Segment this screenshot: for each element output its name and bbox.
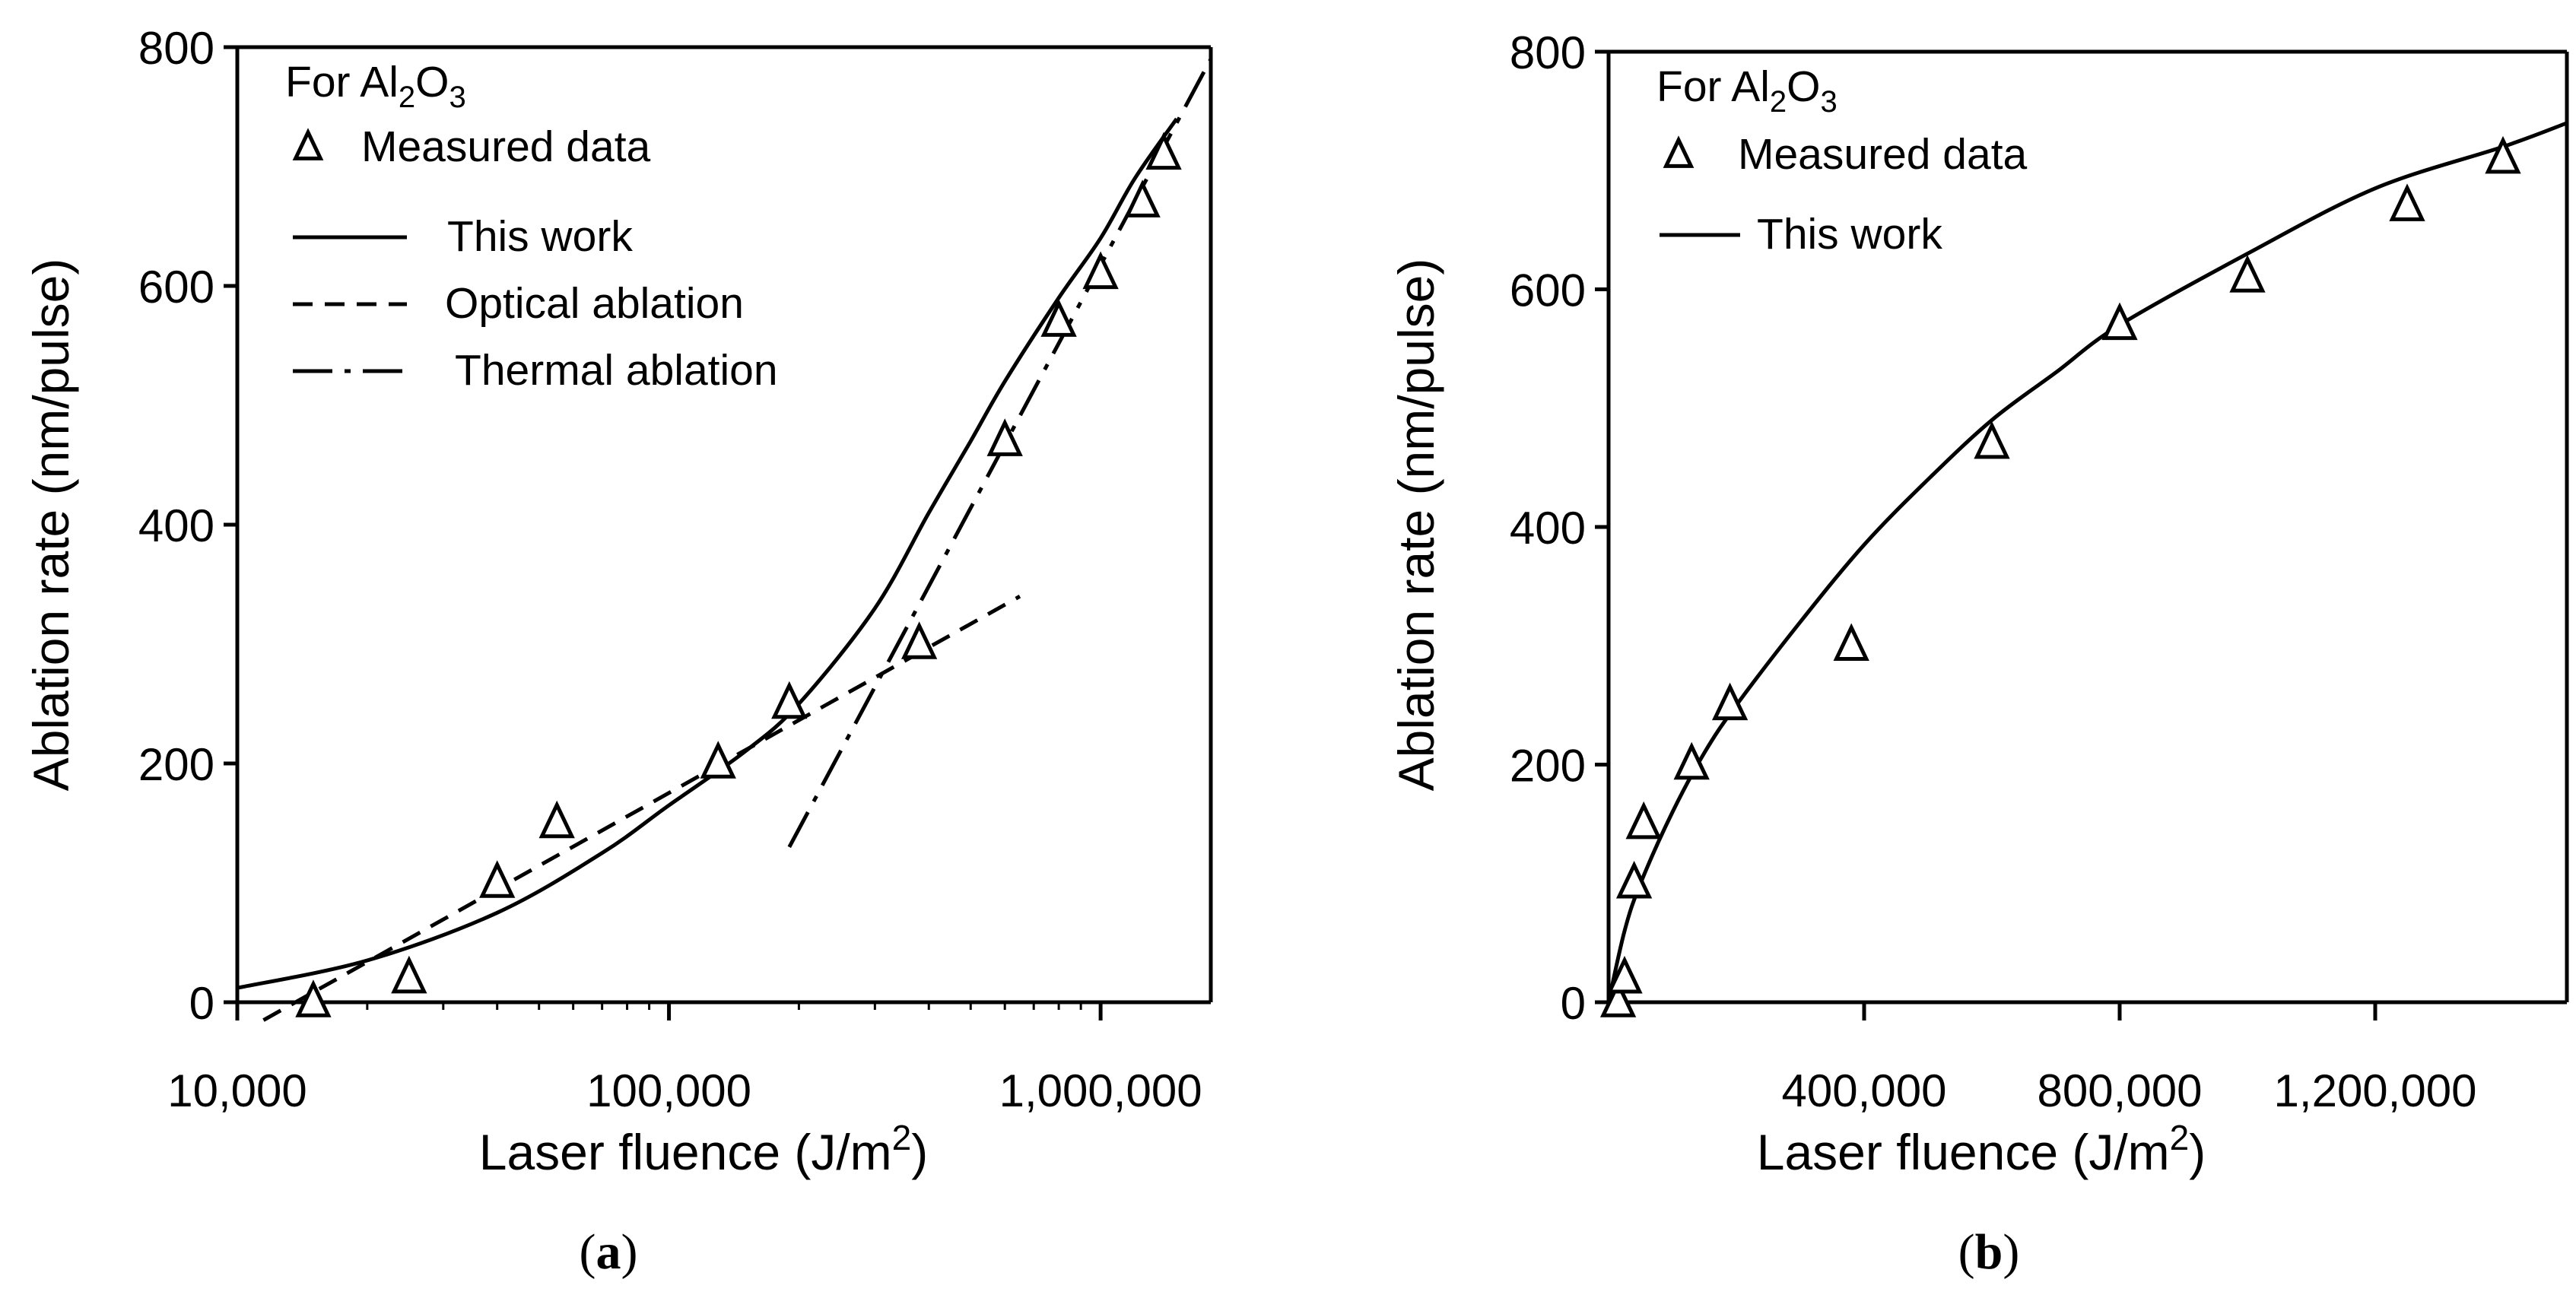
this-work-curve	[237, 117, 1179, 990]
measured-point	[1606, 955, 1643, 994]
measured-point	[2229, 255, 2266, 293]
measured-point	[1599, 979, 1637, 1017]
x-tick-label: 100,000	[586, 1065, 751, 1116]
y-axis-label: Ablation rate (nm/pulse)	[23, 259, 79, 792]
measured-point	[2485, 135, 2521, 174]
legend: For Al2O3 Measured data This work	[1656, 62, 2028, 259]
legend-label: This work	[447, 212, 633, 261]
y-tick-label: 400	[1510, 503, 1586, 554]
y-tick-label: 600	[1510, 265, 1586, 316]
legend-label: Thermal ablation	[455, 346, 778, 395]
measured-point	[1615, 860, 1653, 899]
legend-title: For Al2O3	[1656, 62, 1838, 119]
measured-point	[538, 800, 575, 839]
measured-point	[900, 621, 938, 659]
measured-point	[1673, 741, 1710, 780]
plot-area	[237, 117, 1179, 990]
legend-title: For Al2O3	[285, 58, 466, 114]
measured-point	[986, 418, 1023, 456]
optical-ablation-line	[262, 595, 1021, 1022]
y-tick-label: 600	[138, 262, 214, 313]
x-axis-label: Laser fluence (J/m2)	[479, 1118, 928, 1180]
y-axis-label: Ablation rate (nm/pulse)	[1388, 259, 1444, 792]
measured-point	[771, 681, 808, 719]
x-axis-label: Laser fluence (J/m2)	[1757, 1118, 2206, 1180]
measured-point	[2101, 302, 2138, 341]
measured-point	[1145, 132, 1182, 170]
panel-caption: (b)	[1958, 1224, 2020, 1280]
measured-point	[1974, 421, 2010, 459]
legend-symbol-measured	[1663, 135, 1695, 168]
measured-point	[700, 741, 736, 779]
measured-point	[1833, 623, 1869, 662]
panel-b: 0 200 400 600 800 400,000 800,000 1,200,000 Lase…	[1388, 27, 2569, 1280]
measured-point	[479, 860, 516, 898]
measured-point	[295, 979, 332, 1017]
legend-symbol-measured	[292, 128, 324, 160]
measured-point	[1124, 179, 1161, 217]
y-tick-label: 0	[189, 978, 214, 1029]
y-tick-label: 200	[1510, 741, 1586, 792]
legend-label: Optical ablation	[445, 279, 744, 328]
y-tick-label: 800	[138, 23, 214, 74]
x-tick-label: 800,000	[2038, 1065, 2203, 1116]
legend: For Al2O3 Measured data This work Optical a…	[285, 58, 778, 395]
measured-point	[1040, 299, 1077, 337]
measured-point	[1082, 251, 1119, 290]
legend-label: Measured data	[1738, 130, 2028, 179]
plot-area	[1609, 121, 2568, 1003]
x-tick-label: 10,000	[167, 1065, 307, 1116]
y-tick-label: 400	[138, 500, 214, 551]
y-tick-label: 200	[138, 739, 214, 790]
panel-a: 0 200 400 600 800 10,000 100,000 1,000,000 Laser…	[23, 23, 1213, 1280]
y-tick-label: 0	[1561, 978, 1586, 1029]
measured-point	[391, 955, 427, 994]
legend-label: This work	[1757, 210, 1942, 259]
this-work-curve	[1609, 121, 2568, 1003]
panel-caption: (a)	[580, 1224, 638, 1280]
x-tick-label: 1,200,000	[2274, 1065, 2477, 1116]
measured-point	[1711, 682, 1749, 721]
measured-point	[1625, 801, 1662, 840]
y-tick-label: 800	[1510, 27, 1586, 78]
x-tick-label: 400,000	[1782, 1065, 1947, 1116]
x-tick-label: 1,000,000	[999, 1065, 1202, 1116]
measured-point	[2389, 183, 2425, 221]
legend-label: Measured data	[361, 122, 651, 171]
